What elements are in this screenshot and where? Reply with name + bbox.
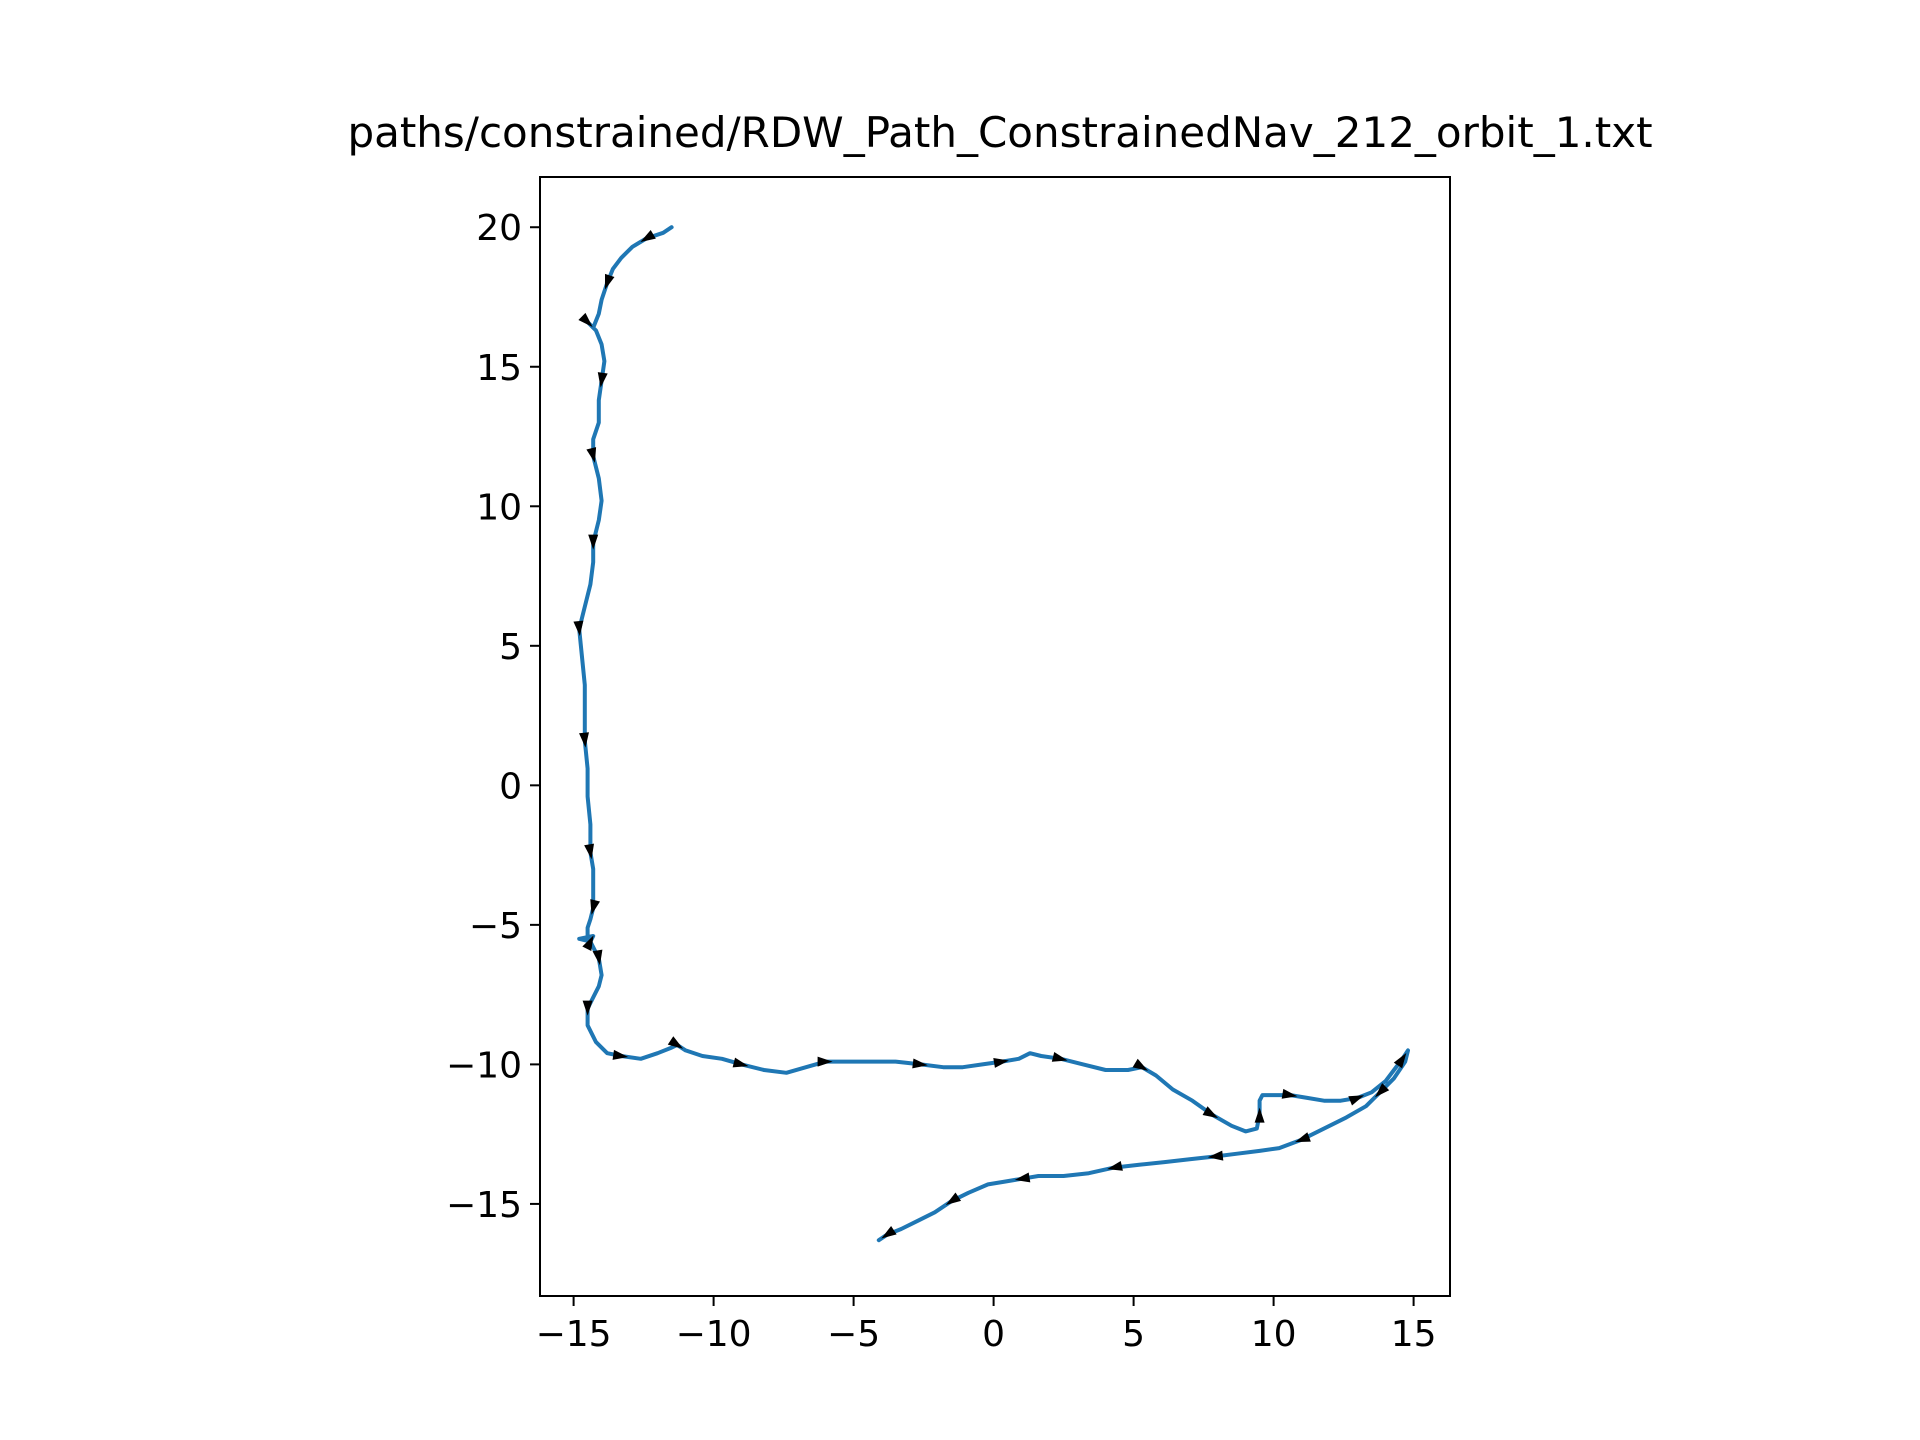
- direction-arrow: [1375, 1083, 1390, 1098]
- direction-arrows: [573, 230, 1407, 1239]
- y-axis: −15 −10 −5 0 5 10 15 20: [446, 208, 540, 1226]
- direction-arrow: [586, 447, 597, 463]
- x-tick-label: 0: [982, 1314, 1005, 1355]
- direction-arrow: [1107, 1160, 1123, 1171]
- direction-arrow: [732, 1057, 749, 1068]
- direction-arrow: [817, 1056, 833, 1067]
- series-line: [577, 225, 1410, 1243]
- direction-arrow: [1132, 1058, 1149, 1071]
- direction-arrow: [1254, 1107, 1265, 1123]
- x-tick-label: 5: [1122, 1314, 1145, 1355]
- direction-arrow: [592, 949, 603, 966]
- y-tick-label: −15: [446, 1185, 522, 1226]
- y-tick-label: 10: [476, 487, 522, 528]
- y-tick-label: 5: [499, 627, 522, 668]
- chart-title: paths/constrained/RDW_Path_ConstrainedNa…: [347, 108, 1652, 157]
- x-tick-label: −10: [676, 1314, 752, 1355]
- direction-arrow: [1295, 1132, 1311, 1143]
- x-tick-label: −15: [536, 1314, 612, 1355]
- x-tick-label: 10: [1251, 1314, 1297, 1355]
- plot-area: [577, 225, 1410, 1243]
- direction-arrow: [993, 1057, 1009, 1068]
- direction-arrow: [588, 534, 599, 550]
- direction-arrow: [590, 899, 600, 915]
- direction-arrow: [573, 620, 584, 637]
- direction-arrow: [604, 273, 615, 290]
- direction-arrow: [1281, 1088, 1298, 1099]
- y-tick-label: 0: [499, 766, 522, 807]
- direction-arrow: [1051, 1052, 1068, 1062]
- x-axis: −15 −10 −5 0 5 10 15: [536, 1296, 1437, 1355]
- direction-arrow: [584, 843, 595, 860]
- y-tick-label: −10: [446, 1045, 522, 1086]
- y-tick-label: 20: [476, 208, 522, 249]
- direction-arrow: [579, 732, 589, 748]
- direction-arrow: [582, 935, 594, 951]
- direction-arrow: [1348, 1095, 1365, 1106]
- direction-arrow: [1207, 1150, 1224, 1161]
- direction-arrow: [667, 1036, 684, 1049]
- direction-arrow: [578, 312, 593, 328]
- y-tick-label: 15: [476, 348, 522, 389]
- y-tick-label: −5: [469, 906, 522, 947]
- direction-arrow: [1393, 1052, 1407, 1069]
- direction-arrow: [912, 1058, 928, 1069]
- x-tick-label: 15: [1391, 1314, 1437, 1355]
- direction-arrow: [881, 1226, 897, 1239]
- axes-frame: [539, 176, 1451, 1297]
- direction-arrow: [597, 372, 608, 388]
- direction-arrow: [1014, 1172, 1031, 1183]
- direction-arrow: [582, 1000, 593, 1016]
- direction-arrow: [640, 230, 656, 242]
- direction-arrow: [945, 1192, 962, 1205]
- direction-arrow: [612, 1049, 629, 1060]
- x-tick-label: −5: [827, 1314, 880, 1355]
- direction-arrow: [1202, 1106, 1219, 1119]
